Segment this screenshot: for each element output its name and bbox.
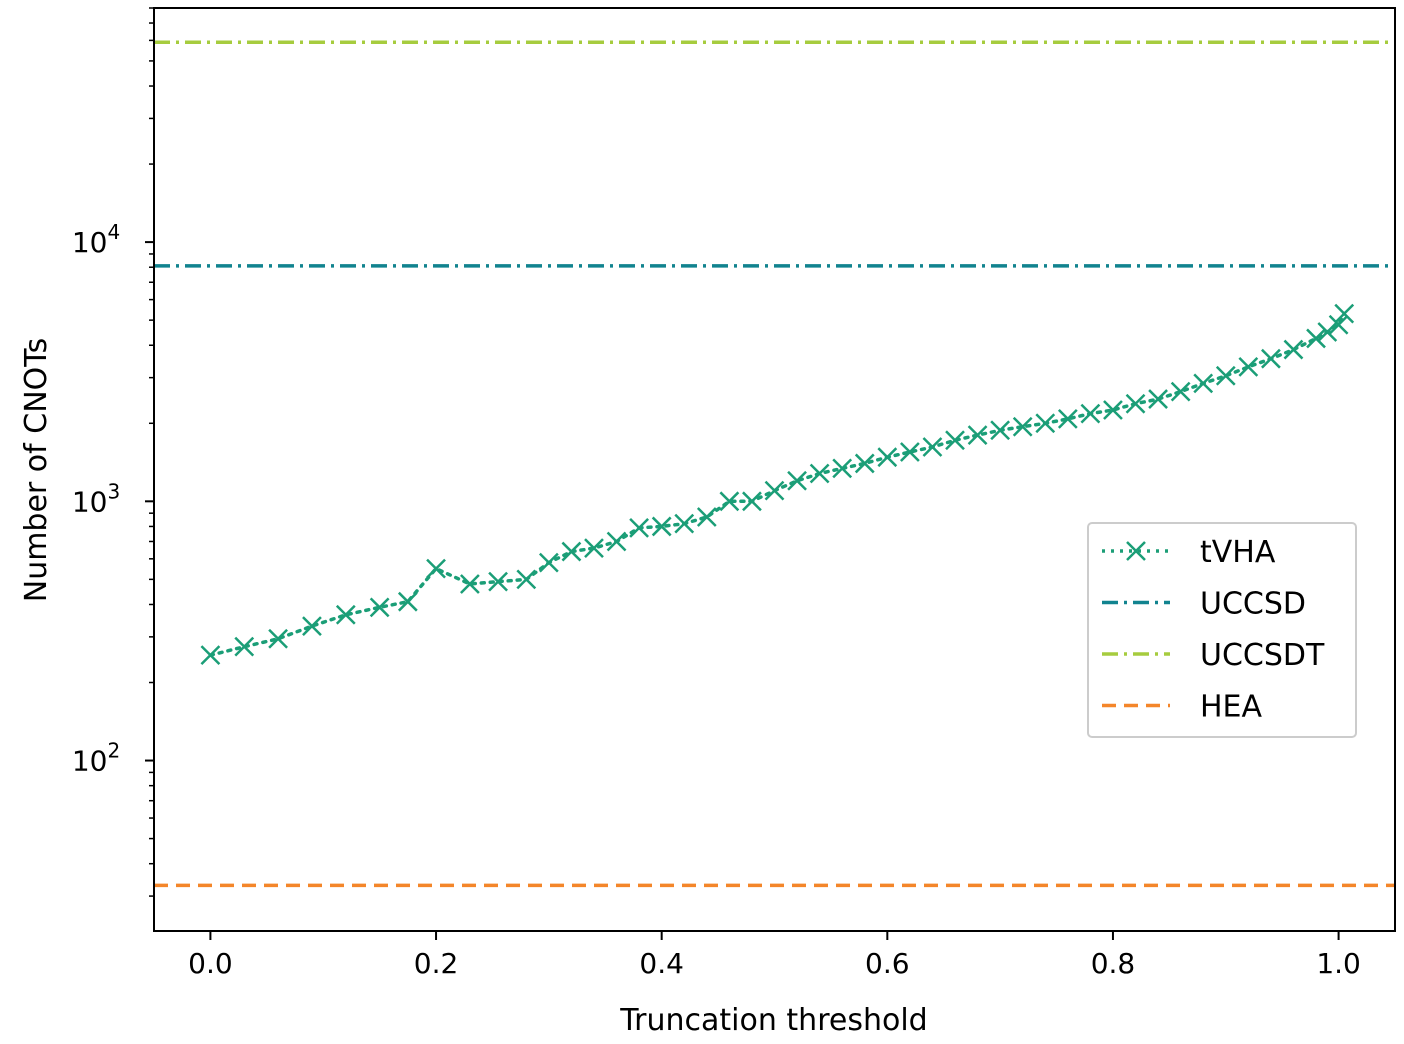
data-point <box>1103 400 1123 420</box>
y-tick-label: 104 <box>72 220 120 259</box>
legend-marker <box>1126 541 1146 561</box>
data-point <box>1193 373 1214 394</box>
legend-label-tvha: tVHA <box>1200 535 1276 570</box>
data-point <box>369 597 390 618</box>
data-point <box>302 616 322 637</box>
data-point <box>397 591 418 612</box>
x-tick-label: 0.0 <box>188 947 233 980</box>
data-point <box>1215 365 1236 386</box>
data-point <box>538 552 559 573</box>
series-tvha <box>200 303 1355 666</box>
data-point <box>200 645 221 666</box>
plot-background <box>154 8 1395 931</box>
data-point <box>742 491 762 512</box>
legend-label-hea: HEA <box>1200 690 1263 725</box>
data-point <box>335 604 356 625</box>
data-point <box>268 628 288 649</box>
data-point <box>1238 357 1259 377</box>
legend-box <box>1087 522 1357 738</box>
data-point <box>945 430 965 451</box>
y-tick-label: 103 <box>72 479 120 518</box>
data-point <box>516 569 537 590</box>
data-point <box>1057 408 1078 429</box>
data-point <box>1012 416 1033 437</box>
data-point <box>1035 413 1056 434</box>
data-point <box>1334 303 1355 324</box>
data-point <box>764 480 785 501</box>
data-point <box>488 571 508 592</box>
y-tick-label: 102 <box>72 739 120 778</box>
y-axis-title: Number of CNOTs <box>19 338 54 603</box>
data-point <box>1328 314 1349 335</box>
data-point <box>719 491 740 512</box>
data-point <box>460 574 480 594</box>
data-point <box>674 513 695 534</box>
data-point <box>1125 393 1146 414</box>
data-point <box>832 458 853 479</box>
data-point <box>1170 381 1191 402</box>
reference-lines <box>154 40 1395 888</box>
x-tick-label: 0.4 <box>639 947 684 980</box>
legend-label-uccsdt: UCCSDT <box>1200 638 1325 673</box>
x-axis-title: Truncation threshold <box>619 1003 927 1038</box>
data-point <box>1283 339 1304 360</box>
data-point <box>584 538 604 558</box>
data-point <box>1148 389 1168 409</box>
data-point <box>606 531 627 552</box>
x-tick-label: 1.0 <box>1316 947 1361 980</box>
data-point <box>1317 322 1338 342</box>
axis-ticks: 0.0 0.2 0.4 0.6 0.8 1.0 102 103 104 <box>72 7 1361 980</box>
data-point <box>1261 348 1281 369</box>
data-point <box>1080 403 1101 424</box>
data-point <box>967 425 988 446</box>
x-tick-label: 0.8 <box>1091 947 1136 980</box>
data-point <box>854 453 875 474</box>
data-point <box>629 517 650 538</box>
data-point <box>426 558 446 579</box>
data-point <box>561 541 582 562</box>
data-point <box>787 470 807 491</box>
legend-label-uccsd: UCCSD <box>1200 587 1306 622</box>
data-point <box>234 636 255 657</box>
data-point <box>696 507 717 527</box>
data-point <box>651 516 672 537</box>
x-tick-label: 0.2 <box>414 947 459 980</box>
data-point <box>1306 328 1326 349</box>
data-point <box>990 420 1011 441</box>
data-point <box>922 437 943 457</box>
plot-frame <box>153 7 1396 932</box>
data-point <box>899 442 920 462</box>
legend: tVHA UCCSD UCCSDT HEA <box>1087 522 1357 738</box>
data-point <box>809 463 830 484</box>
x-tick-label: 0.6 <box>865 947 910 980</box>
data-point <box>877 447 898 468</box>
